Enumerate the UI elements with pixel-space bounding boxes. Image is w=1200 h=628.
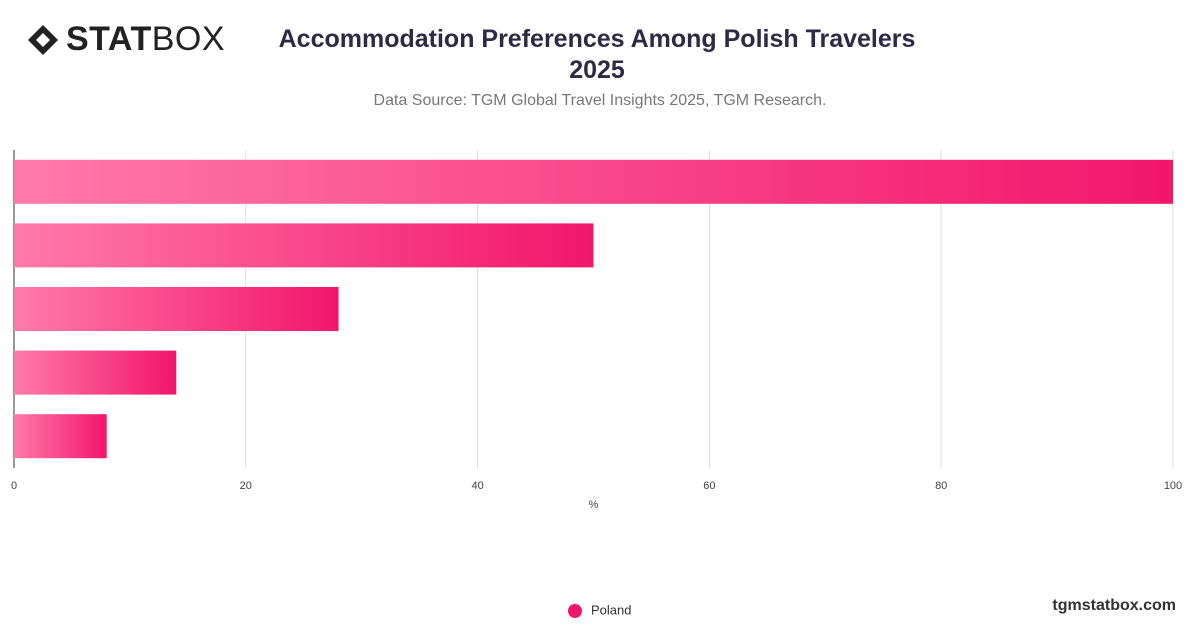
logo-bold: STAT <box>66 20 152 58</box>
footer: tgmstatbox.com <box>1052 597 1176 614</box>
bar <box>14 159 1173 204</box>
bar <box>14 414 107 459</box>
chart-title: Accommodation Preferences Among Polish T… <box>278 25 916 84</box>
logo: STAT BOX <box>26 20 225 59</box>
x-tick-label: 20 <box>240 480 252 492</box>
chart-subtitle: Data Source: TGM Global Travel Insights … <box>373 92 827 109</box>
logo-icon <box>28 24 58 55</box>
bar <box>14 287 339 331</box>
legend-label: Poland <box>591 602 631 617</box>
x-tick-label: 100 <box>1164 480 1182 492</box>
x-tick-label: 0 <box>11 480 17 492</box>
x-tick-label: 40 <box>471 480 483 492</box>
x-tick-label: 80 <box>935 480 947 492</box>
bar <box>14 350 177 395</box>
logo-light: BOX <box>151 20 226 58</box>
legend-marker <box>568 604 582 618</box>
x-axis-title: % <box>589 499 599 511</box>
x-tick-label: 60 <box>703 480 715 492</box>
bar <box>14 223 594 268</box>
